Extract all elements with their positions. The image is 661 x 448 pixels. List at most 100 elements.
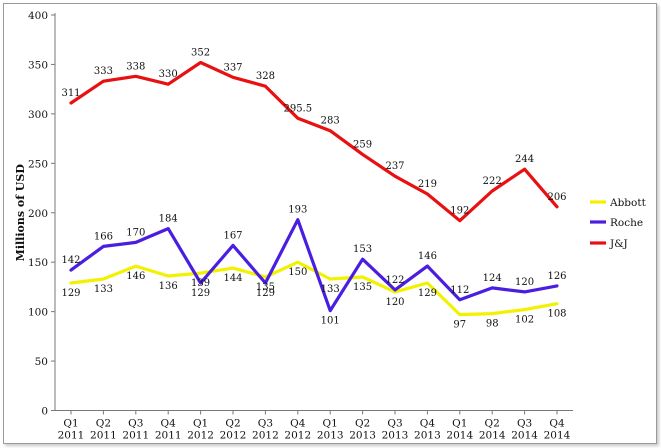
data-label: 133 [321,284,340,295]
data-label: 295.5 [283,103,312,114]
x-tick-label-year: 2012 [220,430,247,442]
data-label: 129 [256,288,275,299]
legend-label: Abbott [609,197,647,209]
data-label: 259 [353,139,372,150]
legend-label: Roche [610,217,643,229]
data-label: 101 [321,316,340,327]
series-line-jj [69,60,559,223]
data-label: 139 [191,278,210,289]
x-tick-label-year: 2012 [187,430,214,442]
legend: Abbott Roche J&J [590,197,647,250]
x-tick-label-quarter: Q1 [323,418,338,430]
data-label: 244 [515,154,534,165]
x-tick-label-year: 2014 [511,430,538,442]
data-label: 133 [94,284,113,295]
data-label: 333 [94,66,113,77]
data-label: 167 [223,230,242,241]
data-label: 184 [159,214,178,225]
x-tick-label-quarter: Q1 [63,418,78,430]
data-label: 120 [385,297,404,308]
x-tick-label-quarter: Q2 [96,418,111,430]
x-tick-label-year: 2012 [284,430,311,442]
y-tick-label: 100 [28,307,48,319]
data-label: 98 [486,319,499,330]
data-label: 112 [450,285,469,296]
data-label: 108 [547,309,566,320]
data-label: 129 [191,288,210,299]
data-label: 328 [256,71,275,82]
x-tick-label-year: 2011 [58,430,85,442]
data-label: 166 [94,231,113,242]
x-tick-label-year: 2011 [155,430,182,442]
data-label: 129 [61,288,80,299]
x-tick-label-quarter: Q1 [452,418,467,430]
data-label: 222 [483,176,502,187]
x-tick-label-year: 2013 [382,430,409,442]
axes: 0 50 100 150 200 250 300 350 400 Millions of USD Q… [14,10,573,442]
x-tick-label-year: 2014 [446,430,473,442]
y-tick-label: 400 [28,10,48,22]
series-line-roche [69,218,559,313]
data-label: 153 [353,244,372,255]
data-label: 146 [126,271,145,282]
x-tick-label-year: 2013 [349,430,376,442]
y-tick-label: 350 [28,59,48,71]
data-label: 150 [288,267,307,278]
data-label: 352 [191,47,210,58]
y-tick-label: 300 [28,109,48,121]
x-tick-label-quarter: Q3 [517,418,532,430]
data-label: 192 [450,206,469,217]
data-label: 120 [515,277,534,288]
x-tick-label-quarter: Q3 [387,418,402,430]
data-label: 146 [418,251,437,262]
data-label: 135 [353,282,372,293]
x-tick-label-year: 2011 [122,430,149,442]
y-tick-label: 0 [41,406,48,418]
x-tick-label-quarter: Q2 [355,418,370,430]
legend-label: J&J [609,238,628,250]
y-tick-label: 200 [28,208,48,220]
x-tick-label-quarter: Q2 [485,418,500,430]
data-label: 338 [126,61,145,72]
series-line-abbott [69,260,559,317]
data-label: 122 [385,275,404,286]
data-label: 124 [483,273,502,284]
series-lines [69,60,559,317]
data-label: 135 [256,282,275,293]
data-label: 170 [126,227,145,238]
data-label: 330 [159,69,178,80]
data-label: 102 [515,315,534,326]
x-tick-label-quarter: Q4 [161,418,177,430]
data-label: 219 [418,179,437,190]
x-tick-label-year: 2011 [90,430,117,442]
y-tick-label: 250 [28,158,48,170]
x-tick-label-quarter: Q4 [420,418,436,430]
y-tick-label: 50 [35,356,48,368]
x-tick-label-quarter: Q4 [290,418,306,430]
x-tick-label-quarter: Q4 [549,418,565,430]
data-label: 237 [385,161,404,172]
x-tick-label-year: 2014 [479,430,506,442]
x-tick-label-quarter: Q2 [225,418,240,430]
data-label: 311 [61,88,80,99]
chart-frame [3,3,657,444]
data-label: 337 [223,62,242,73]
data-label: 144 [223,273,242,284]
data-label: 283 [321,116,340,127]
data-labels: 129 133 146 136 139 144 135 150 133 135 120 129 97 98… [61,47,566,330]
data-label: 97 [453,320,466,331]
data-label: 126 [547,271,566,282]
x-tick-label-quarter: Q1 [193,418,208,430]
x-tick-label-year: 2012 [252,430,279,442]
x-tick-label-quarter: Q3 [128,418,143,430]
data-label: 193 [288,205,307,216]
y-tick-label: 150 [28,257,48,269]
data-label: 129 [418,288,437,299]
x-tick-label-year: 2013 [414,430,441,442]
data-label: 136 [159,281,178,292]
x-tick-label-year: 2014 [544,430,571,442]
y-axis-title: Millions of USD [14,164,27,262]
x-tick-label-year: 2013 [317,430,344,442]
data-label: 206 [547,192,566,203]
